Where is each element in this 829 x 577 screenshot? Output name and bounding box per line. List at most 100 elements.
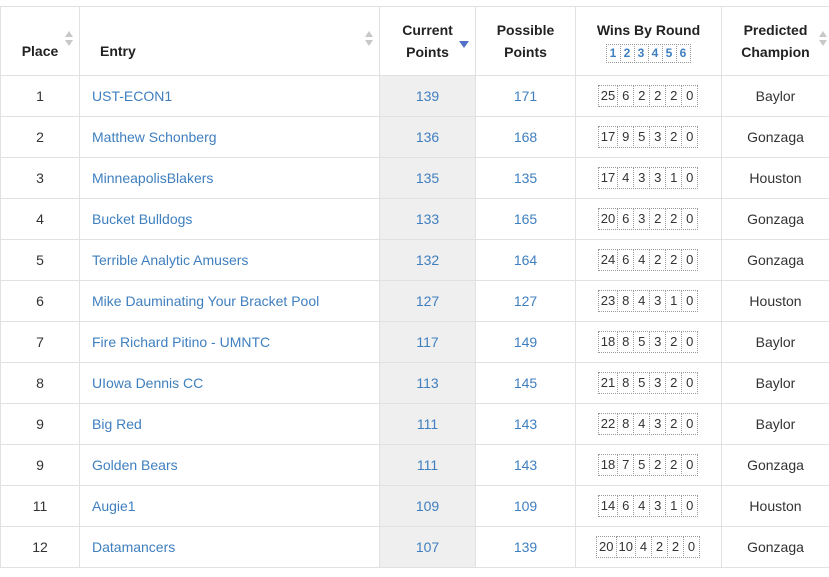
entry-header-label: Entry: [100, 40, 379, 62]
current-points-link[interactable]: 132: [416, 252, 439, 268]
round-6-label[interactable]: 6: [676, 44, 691, 63]
column-header-current-points[interactable]: Current Points: [380, 7, 476, 76]
round-win-count: 0: [683, 536, 700, 558]
entry-cell: Terrible Analytic Amusers: [80, 240, 380, 281]
round-win-count: 4: [633, 413, 650, 435]
round-win-count: 17: [598, 126, 618, 148]
round-win-count: 17: [598, 167, 618, 189]
round-win-count: 18: [598, 454, 618, 476]
possible-header-line1: Possible: [476, 19, 575, 41]
entry-link[interactable]: Big Red: [92, 416, 142, 432]
column-header-place[interactable]: Place: [1, 7, 80, 76]
round-win-count: 10: [616, 536, 636, 558]
current-points-cell: 109: [380, 486, 476, 527]
possible-points-link[interactable]: 145: [514, 375, 537, 391]
entry-link[interactable]: Fire Richard Pitino - UMNTC: [92, 334, 270, 350]
round-2-label[interactable]: 2: [620, 44, 635, 63]
round-win-count: 2: [649, 454, 666, 476]
round-3-label[interactable]: 3: [634, 44, 649, 63]
round-win-count: 20: [598, 208, 618, 230]
round-win-count: 0: [681, 495, 698, 517]
entry-link[interactable]: Augie1: [92, 498, 136, 514]
round-win-count: 0: [681, 413, 698, 435]
entry-link[interactable]: Matthew Schonberg: [92, 129, 217, 145]
entry-cell: Golden Bears: [80, 445, 380, 486]
sort-desc-icon: [459, 41, 469, 48]
column-header-possible-points[interactable]: Possible Points: [476, 7, 576, 76]
round-4-label[interactable]: 4: [648, 44, 663, 63]
round-win-count: 2: [665, 249, 682, 271]
entry-link[interactable]: UST-ECON1: [92, 88, 172, 104]
current-points-cell: 132: [380, 240, 476, 281]
entry-link[interactable]: Golden Bears: [92, 457, 178, 473]
round-win-count: 3: [633, 208, 650, 230]
column-header-predicted-champion[interactable]: Predicted Champion: [722, 7, 829, 76]
round-win-count: 1: [665, 167, 682, 189]
entry-link[interactable]: Terrible Analytic Amusers: [92, 252, 248, 268]
possible-points-link[interactable]: 135: [514, 170, 537, 186]
entry-cell: Mike Dauminating Your Bracket Pool: [80, 281, 380, 322]
current-points-cell: 111: [380, 404, 476, 445]
possible-points-cell: 168: [476, 117, 576, 158]
possible-points-link[interactable]: 143: [514, 416, 537, 432]
current-points-link[interactable]: 109: [416, 498, 439, 514]
entry-link[interactable]: Bucket Bulldogs: [92, 211, 192, 227]
possible-points-link[interactable]: 127: [514, 293, 537, 309]
round-5-label[interactable]: 5: [662, 44, 677, 63]
possible-points-cell: 164: [476, 240, 576, 281]
entry-link[interactable]: UIowa Dennis CC: [92, 375, 203, 391]
possible-points-link[interactable]: 171: [514, 88, 537, 104]
entry-link[interactable]: MinneapolisBlakers: [92, 170, 213, 186]
entry-cell: Datamancers: [80, 527, 380, 568]
possible-points-link[interactable]: 109: [514, 498, 537, 514]
current-points-link[interactable]: 113: [416, 375, 438, 391]
predicted-champion-cell: Houston: [722, 486, 829, 527]
place-cell: 3: [1, 158, 80, 199]
possible-points-link[interactable]: 168: [514, 129, 537, 145]
current-points-link[interactable]: 107: [416, 539, 439, 555]
current-points-link[interactable]: 127: [416, 293, 439, 309]
round-win-count: 5: [633, 454, 650, 476]
entry-link[interactable]: Datamancers: [92, 539, 175, 555]
predicted-champion-cell: Gonzaga: [722, 240, 829, 281]
current-points-link[interactable]: 139: [416, 88, 439, 104]
round-win-count: 24: [598, 249, 618, 271]
current-points-link[interactable]: 111: [417, 416, 438, 432]
possible-points-link[interactable]: 143: [514, 457, 537, 473]
entry-link[interactable]: Mike Dauminating Your Bracket Pool: [92, 293, 319, 309]
current-points-link[interactable]: 111: [417, 457, 438, 473]
place-cell: 9: [1, 404, 80, 445]
possible-points-link[interactable]: 139: [514, 539, 537, 555]
current-points-link[interactable]: 135: [416, 170, 439, 186]
current-points-link[interactable]: 133: [416, 211, 439, 227]
current-points-link[interactable]: 136: [416, 129, 439, 145]
predicted-champion-cell: Baylor: [722, 76, 829, 117]
possible-points-cell: 149: [476, 322, 576, 363]
round-win-count: 2: [651, 536, 668, 558]
possible-points-link[interactable]: 149: [514, 334, 537, 350]
round-win-count: 6: [617, 208, 634, 230]
round-1-label[interactable]: 1: [606, 44, 621, 63]
possible-points-link[interactable]: 164: [514, 252, 537, 268]
current-points-link[interactable]: 117: [416, 334, 438, 350]
column-header-entry[interactable]: Entry: [80, 7, 380, 76]
round-win-count: 5: [633, 126, 650, 148]
round-win-count: 2: [649, 208, 666, 230]
possible-points-link[interactable]: 165: [514, 211, 537, 227]
place-cell: 9: [1, 445, 80, 486]
possible-points-cell: 139: [476, 527, 576, 568]
round-win-count: 9: [617, 126, 634, 148]
predicted-champion-cell: Gonzaga: [722, 199, 829, 240]
